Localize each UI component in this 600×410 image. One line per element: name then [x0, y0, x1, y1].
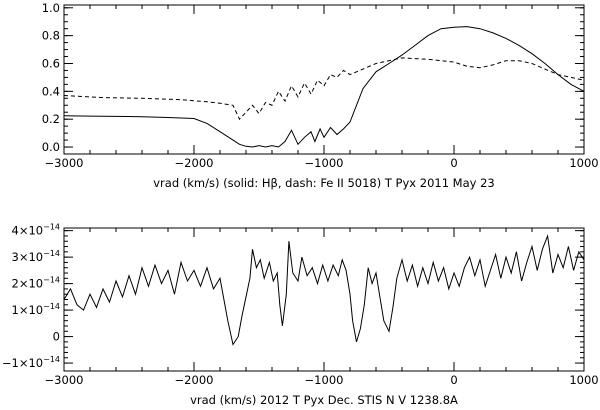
y-tick-label: 1.0 — [42, 1, 60, 15]
y-tick-label: 1×10−14 — [12, 302, 60, 317]
x-tick-label: −1000 — [305, 156, 344, 170]
x-tick-label: −2000 — [175, 373, 214, 387]
bottom-plot-ticks: −3000 −2000 −1000 0 1000 −1×10−14 0 1×10−14 2×10… — [2, 223, 599, 387]
top-plot-xlabel: vrad (km/s) (solid: Hβ, dash: Fe II 5018… — [153, 176, 495, 190]
y-tick-label: 4×10−14 — [12, 223, 60, 238]
top-plot-frame — [63, 4, 585, 155]
top-plot-ticks: −3000 −2000 −1000 0 1000 0.0 0.2 0.4 0.6 0.8 1.0 — [42, 1, 599, 170]
y-tick-label: 2×10−14 — [12, 276, 60, 291]
x-tick-label: −3000 — [45, 156, 84, 170]
x-tick-label: 1000 — [569, 156, 598, 170]
x-tick-label: −1000 — [305, 373, 344, 387]
y-tick-label: 0.4 — [42, 84, 60, 98]
nv-spectrum-line — [63, 233, 585, 346]
x-tick-label: −3000 — [45, 373, 84, 387]
y-tick-label: 0 — [53, 330, 60, 344]
y-tick-label: 0.0 — [42, 140, 60, 154]
top-plot: −3000 −2000 −1000 0 1000 0.0 0.2 0.4 0.6 0.8 1.0 v… — [42, 1, 599, 190]
bottom-plot-frame — [63, 227, 585, 372]
x-tick-label: 0 — [450, 156, 457, 170]
y-tick-label: 0.8 — [42, 29, 60, 43]
hbeta-solid-line — [63, 26, 585, 148]
y-tick-label: 0.2 — [42, 112, 60, 126]
bottom-plot: −3000 −2000 −1000 0 1000 −1×10−14 0 1×10−14 2×10… — [2, 223, 599, 407]
feii-dashed-line — [63, 57, 585, 121]
y-tick-label: −1×10−14 — [2, 355, 60, 370]
x-tick-label: −2000 — [175, 156, 214, 170]
x-tick-label: 0 — [450, 373, 457, 387]
y-tick-label: 0.6 — [42, 56, 60, 70]
bottom-plot-xlabel: vrad (km/s) 2012 T Pyx Dec. STIS N V 123… — [190, 393, 458, 407]
x-tick-label: 1000 — [569, 373, 598, 387]
y-tick-label: 3×10−14 — [12, 249, 60, 264]
